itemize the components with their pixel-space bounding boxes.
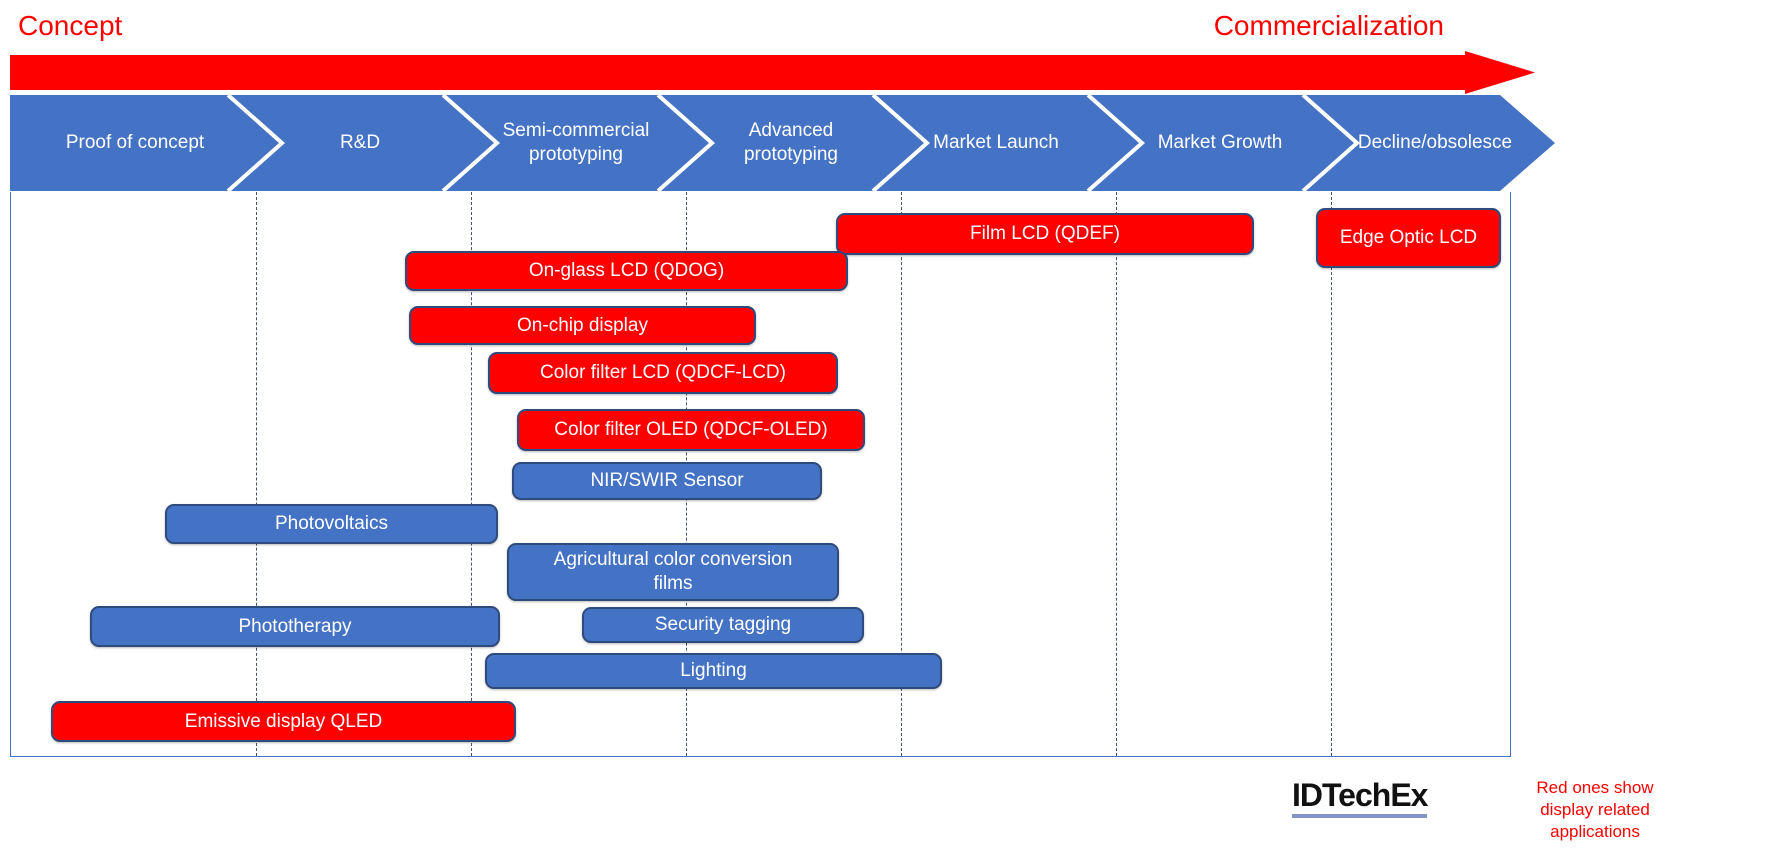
concept-label: Concept (18, 10, 123, 41)
gridline (256, 192, 257, 756)
idtechex-logo: IDTechEx (1292, 778, 1428, 818)
chart-bars-layer: Film LCD (QDEF) Edge Optic LCD On-glass LC… (10, 192, 1511, 757)
stage-chevron-band: Proof of concept R&D Semi-commercial pro… (10, 93, 1555, 193)
chart-bar[interactable]: Film LCD (QDEF) (836, 213, 1254, 255)
stage-chevrons-svg (10, 93, 1555, 193)
legend-note: Red ones show display related applicatio… (1536, 778, 1654, 841)
chart-bar[interactable]: Agricultural color conversion films (507, 543, 839, 601)
gridline (1331, 192, 1332, 756)
chart-bar[interactable]: Color filter LCD (QDCF-LCD) (488, 352, 838, 394)
chart-bar[interactable]: On-chip display (409, 306, 756, 345)
chart-bar[interactable]: Color filter OLED (QDCF-OLED) (517, 409, 865, 451)
gridline (1116, 192, 1117, 756)
chart-bar[interactable]: On-glass LCD (QDOG) (405, 251, 848, 291)
progress-arrow-icon (10, 51, 1535, 94)
commercialization-label: Commercialization (1213, 10, 1444, 41)
chart-bar[interactable]: Phototherapy (90, 606, 500, 647)
chart-bar[interactable]: Emissive display QLED (51, 701, 516, 742)
chart-bar[interactable]: Edge Optic LCD (1316, 208, 1501, 268)
chart-bar[interactable]: NIR/SWIR Sensor (512, 462, 822, 500)
chart-bar[interactable]: Photovoltaics (165, 504, 498, 544)
chart-bar[interactable]: Security tagging (582, 607, 864, 643)
gridline (901, 192, 902, 756)
gridline (471, 192, 472, 756)
chart-bar[interactable]: Lighting (485, 653, 942, 689)
